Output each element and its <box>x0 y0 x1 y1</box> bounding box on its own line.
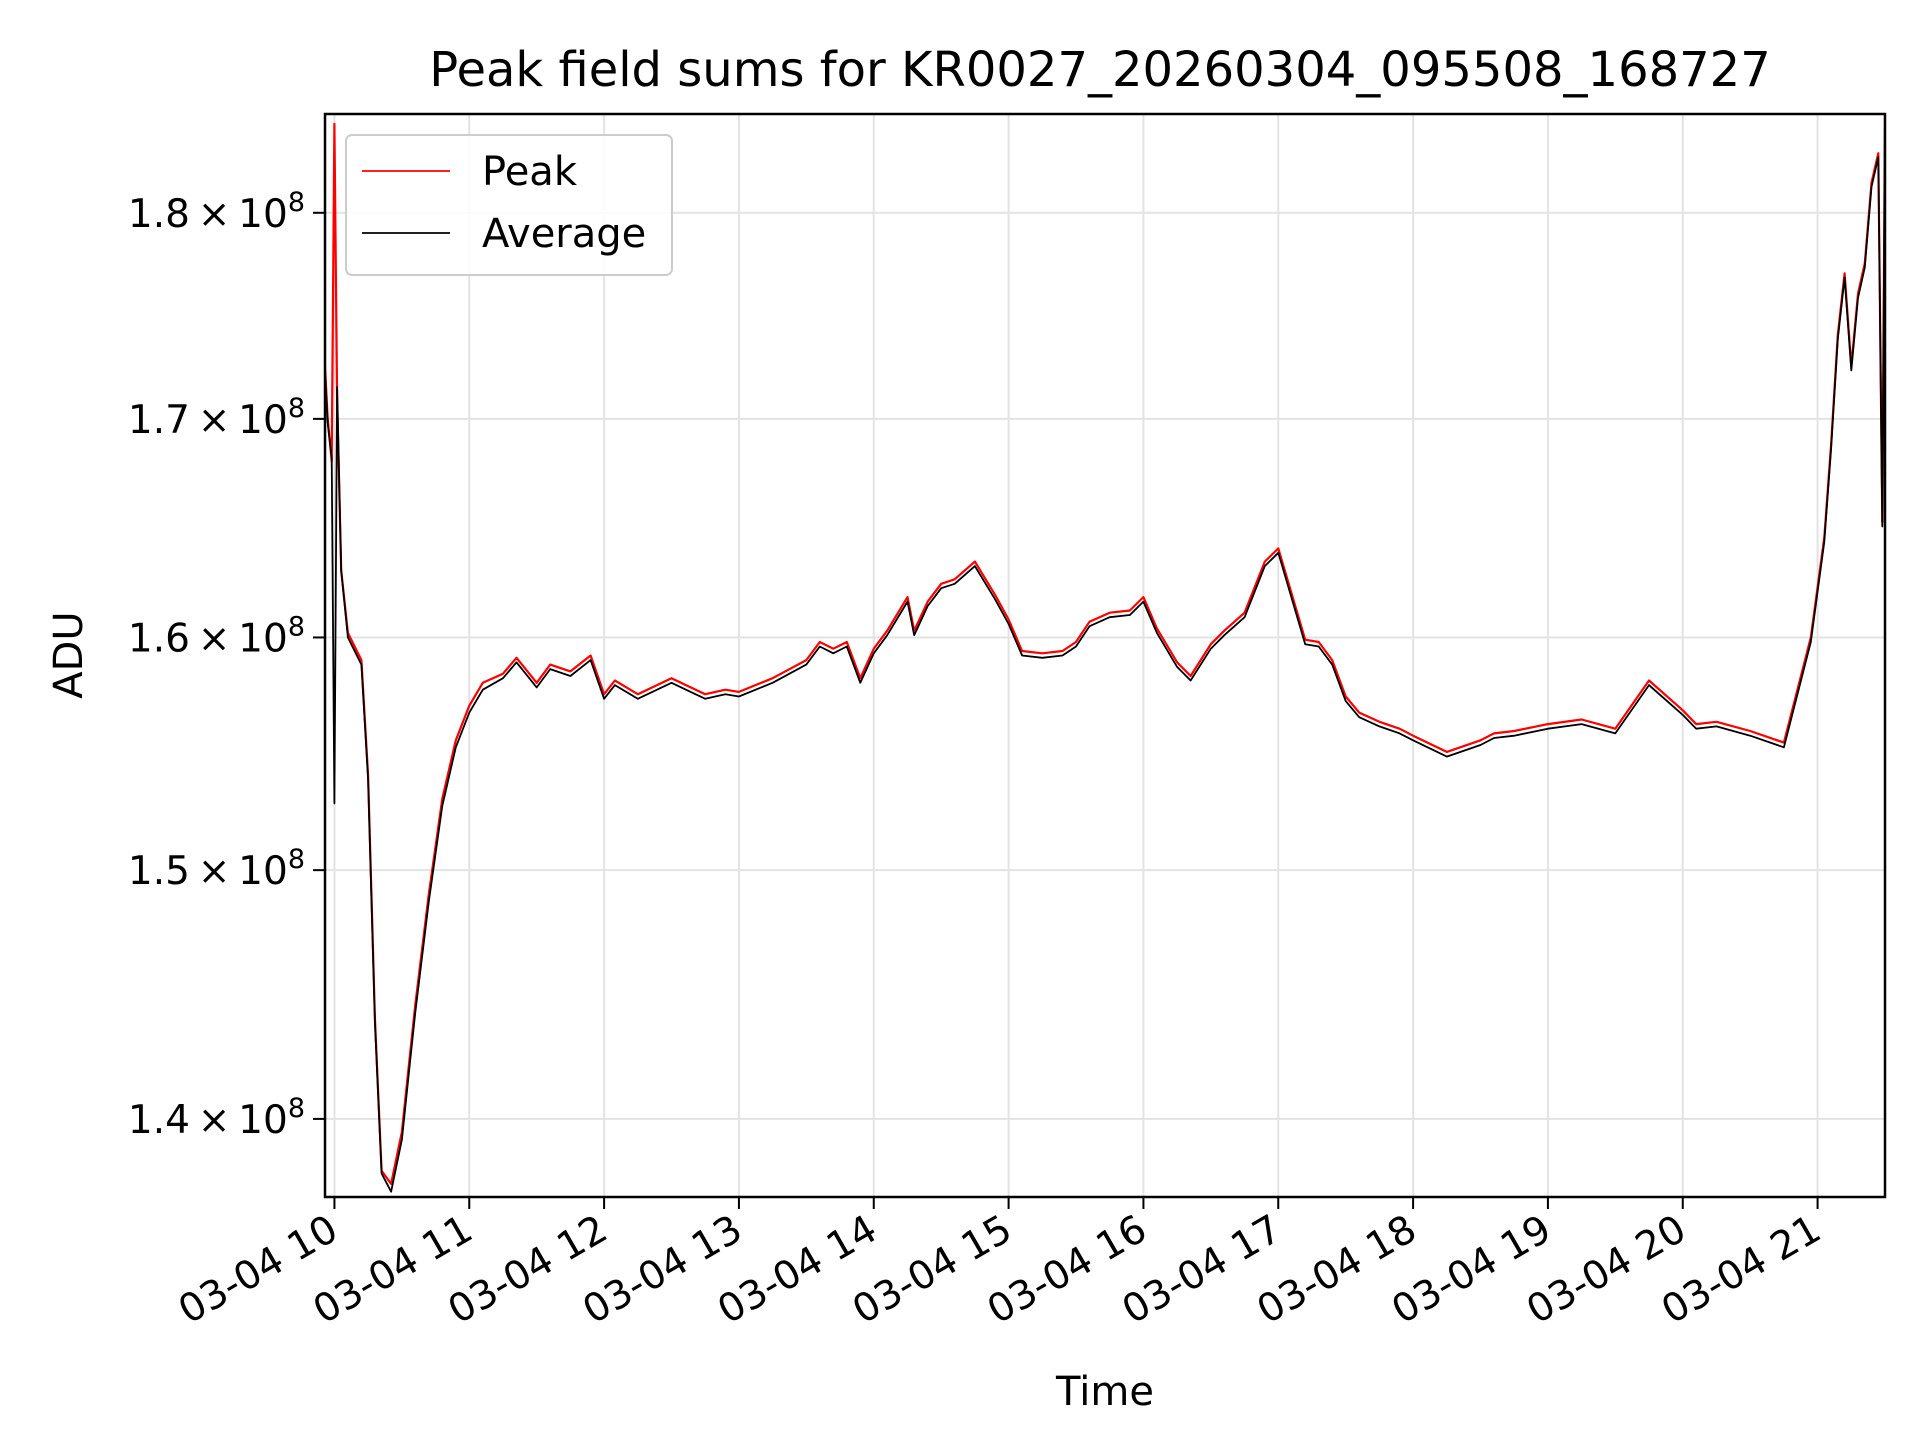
legend: Peak Average <box>345 134 673 276</box>
grid-lines <box>325 114 1885 1197</box>
y-tick-label: 1.8 × 108 <box>128 187 305 237</box>
y-axis-label: ADU <box>46 611 92 698</box>
y-tick-label: 1.4 × 108 <box>128 1093 305 1143</box>
legend-peak-label: Peak <box>482 149 578 195</box>
series-line-average <box>325 117 1885 1193</box>
series-line-peak <box>325 114 1885 1185</box>
x-axis-label: Time <box>1055 1369 1154 1415</box>
plot-frame <box>323 112 1887 1199</box>
legend-average-label: Average <box>482 211 646 257</box>
y-tick-label: 1.7 × 108 <box>128 393 305 443</box>
legend-box <box>345 134 673 276</box>
y-axis-ticks: 1.4 × 108 1.5 × 108 1.6 × 108 1.7 × 108 1.8 … <box>128 187 325 1143</box>
y-tick-label: 1.6 × 108 <box>128 611 305 661</box>
chart-title: Peak field sums for KR0027_20260304_0955… <box>429 42 1771 98</box>
y-tick-label: 1.5 × 108 <box>128 844 305 894</box>
series-lines <box>325 114 1885 1193</box>
